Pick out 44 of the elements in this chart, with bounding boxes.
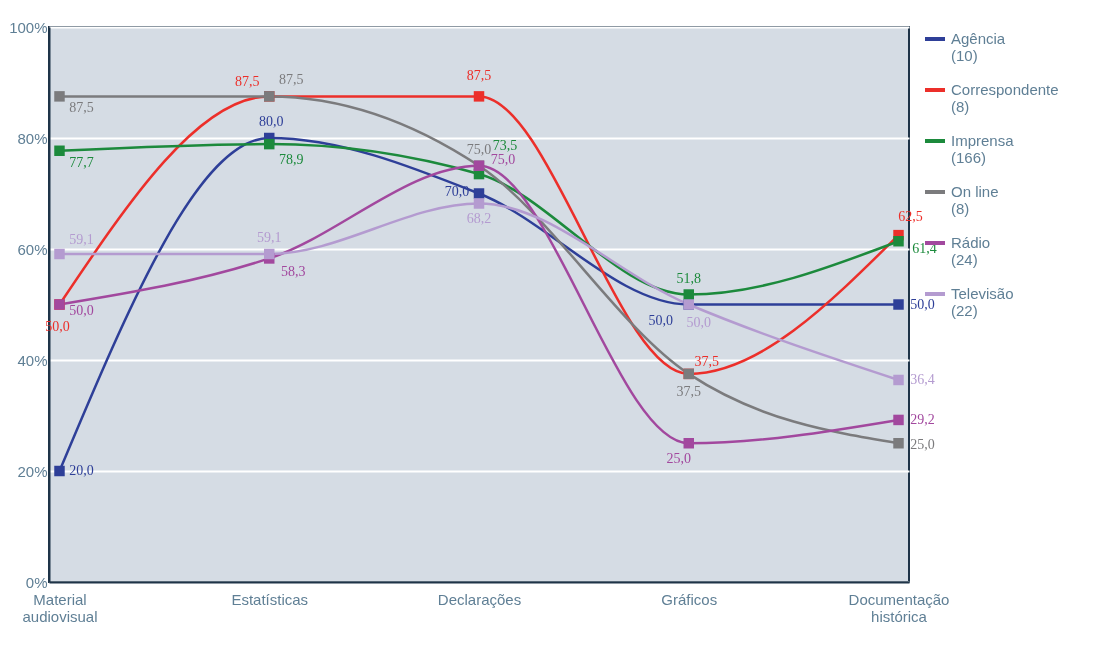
data-label: 50,0 bbox=[648, 312, 674, 328]
data-label: 58,3 bbox=[280, 264, 306, 280]
x-tick-label: Gráficos bbox=[661, 590, 718, 608]
data-label: 25,0 bbox=[910, 437, 935, 453]
data-label: 61,4 bbox=[912, 241, 937, 257]
data-label: 50,0 bbox=[910, 296, 935, 312]
y-tick-label: 100% bbox=[9, 18, 48, 36]
legend-label: Imprensa (166) bbox=[951, 132, 1015, 166]
data-label: 73,5 bbox=[492, 138, 518, 154]
data-label: 29,2 bbox=[910, 411, 935, 427]
data-label: 25,0 bbox=[666, 451, 692, 467]
data-label: 51,8 bbox=[676, 270, 702, 286]
data-label: 75,0 bbox=[490, 151, 516, 167]
data-label: 68,2 bbox=[466, 211, 492, 227]
data-label: 59,1 bbox=[256, 229, 282, 245]
y-tick-label: 60% bbox=[17, 240, 48, 258]
y-tick-label: 20% bbox=[17, 462, 48, 480]
data-label: 37,5 bbox=[676, 383, 702, 399]
legend-label: Agência (10) bbox=[951, 30, 1006, 64]
x-tick-label: Estatísticas bbox=[231, 590, 309, 608]
data-label: 87,5 bbox=[69, 100, 94, 116]
data-label: 80,0 bbox=[258, 114, 284, 129]
data-label: 59,1 bbox=[69, 231, 94, 247]
data-label: 87,5 bbox=[278, 72, 304, 88]
data-label: 37,5 bbox=[694, 353, 720, 369]
data-label: 77,7 bbox=[69, 154, 94, 170]
x-tick-label: Material audiovisual bbox=[22, 590, 98, 625]
data-label: 50,0 bbox=[686, 314, 712, 330]
legend-label: Rádio (24) bbox=[951, 234, 991, 268]
legend-label: Televisão (22) bbox=[951, 285, 1014, 319]
data-label: 78,9 bbox=[278, 152, 304, 168]
data-label: 20,0 bbox=[69, 463, 94, 478]
y-tick-label: 0% bbox=[25, 573, 48, 591]
y-tick-label: 80% bbox=[17, 129, 48, 147]
data-label: 87,5 bbox=[234, 74, 260, 90]
legend-label: On line (8) bbox=[951, 183, 999, 217]
x-tick-label: Declarações bbox=[437, 590, 522, 608]
data-label: 75,0 bbox=[466, 141, 492, 157]
x-tick-label: Documentação histórica bbox=[848, 590, 950, 625]
data-label: 50,0 bbox=[69, 302, 94, 318]
legend-label: Correspondente (8) bbox=[951, 81, 1059, 115]
data-label: 36,4 bbox=[910, 371, 935, 387]
data-label: 87,5 bbox=[466, 68, 492, 84]
y-tick-label: 40% bbox=[17, 351, 48, 369]
